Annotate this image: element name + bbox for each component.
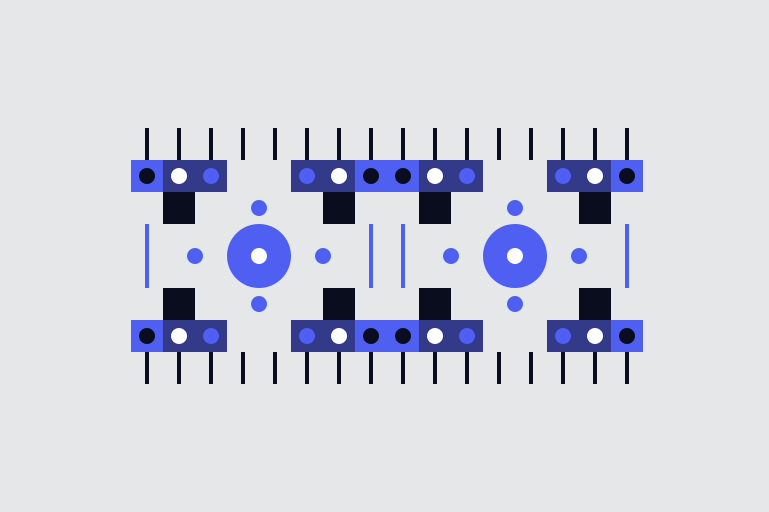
orbit-dot-left: [443, 248, 459, 264]
bar-dot-top: [395, 168, 411, 184]
tick-line-bottom: [209, 352, 213, 384]
tick-line-bottom: [337, 352, 341, 384]
motif-group: [131, 128, 643, 384]
bar-dot-top: [331, 168, 347, 184]
tick-line-top: [209, 128, 213, 160]
tick-line-top: [337, 128, 341, 160]
tick-line-bottom: [145, 352, 149, 384]
tick-line-top: [433, 128, 437, 160]
bar-dot-top: [171, 168, 187, 184]
dark-square-upper: [163, 192, 195, 224]
orbit-dot-bottom: [507, 296, 523, 312]
bar-dot-bottom: [203, 328, 219, 344]
connector-line: [401, 224, 405, 288]
tick-line-top: [561, 128, 565, 160]
dark-square-lower: [579, 288, 611, 320]
dark-square-lower: [419, 288, 451, 320]
tick-line-top: [305, 128, 309, 160]
bar-dot-top: [587, 168, 603, 184]
tick-line-bottom: [177, 352, 181, 384]
tick-line-top: [145, 128, 149, 160]
bar-dot-bottom: [363, 328, 379, 344]
bar-dot-bottom: [619, 328, 635, 344]
connector-line: [145, 224, 149, 288]
center-dot: [251, 248, 267, 264]
dark-square-lower: [323, 288, 355, 320]
tick-line-bottom: [369, 352, 373, 384]
bar-dot-bottom: [171, 328, 187, 344]
bar-dot-top: [363, 168, 379, 184]
tick-line-bottom: [305, 352, 309, 384]
bar-dot-bottom: [459, 328, 475, 344]
bar-dot-top: [139, 168, 155, 184]
tick-line-top: [177, 128, 181, 160]
bar-dot-bottom: [427, 328, 443, 344]
bar-dot-top: [203, 168, 219, 184]
bar-dot-bottom: [299, 328, 315, 344]
dark-square-upper: [323, 192, 355, 224]
bar-dot-top: [299, 168, 315, 184]
orbit-dot-right: [315, 248, 331, 264]
bar-dot-top: [619, 168, 635, 184]
bar-dot-top: [555, 168, 571, 184]
tick-line-bottom: [529, 352, 533, 384]
tick-line-top: [529, 128, 533, 160]
bar-dot-bottom: [139, 328, 155, 344]
bar-dot-bottom: [555, 328, 571, 344]
tick-line-top: [593, 128, 597, 160]
bar-dot-bottom: [331, 328, 347, 344]
bar-dot-top: [459, 168, 475, 184]
connector-line: [625, 224, 629, 288]
tick-line-bottom: [625, 352, 629, 384]
dark-square-upper: [419, 192, 451, 224]
tick-line-bottom: [401, 352, 405, 384]
tick-line-top: [273, 128, 277, 160]
tick-line-top: [401, 128, 405, 160]
tick-line-top: [497, 128, 501, 160]
tick-line-bottom: [593, 352, 597, 384]
connector-line: [369, 224, 373, 288]
center-dot: [507, 248, 523, 264]
dark-square-upper: [579, 192, 611, 224]
tick-line-bottom: [241, 352, 245, 384]
tick-line-top: [241, 128, 245, 160]
orbit-dot-top: [251, 200, 267, 216]
tick-line-top: [369, 128, 373, 160]
tick-line-top: [625, 128, 629, 160]
tick-line-bottom: [561, 352, 565, 384]
tick-line-bottom: [497, 352, 501, 384]
bar-dot-top: [427, 168, 443, 184]
tick-line-top: [465, 128, 469, 160]
orbit-dot-left: [187, 248, 203, 264]
orbit-dot-right: [571, 248, 587, 264]
bar-dot-bottom: [587, 328, 603, 344]
tick-line-bottom: [433, 352, 437, 384]
dark-square-lower: [163, 288, 195, 320]
bar-dot-bottom: [395, 328, 411, 344]
orbit-dot-top: [507, 200, 523, 216]
orbit-dot-bottom: [251, 296, 267, 312]
tick-line-bottom: [273, 352, 277, 384]
tick-line-bottom: [465, 352, 469, 384]
